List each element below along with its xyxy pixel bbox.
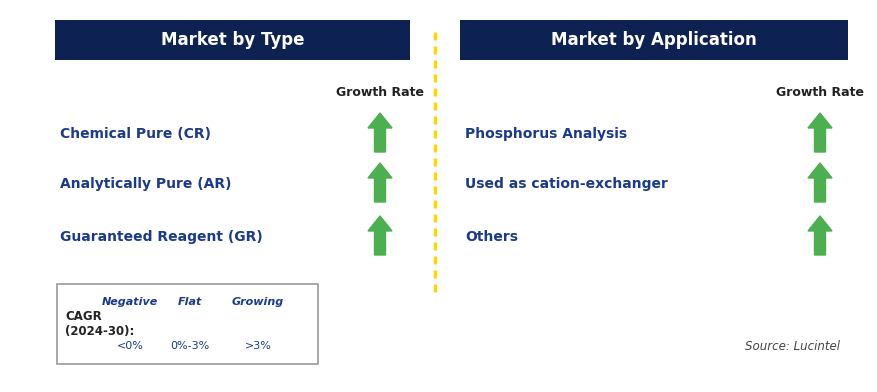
Text: (2024-30):: (2024-30): [65, 325, 134, 339]
Polygon shape [367, 216, 391, 255]
Text: 0%-3%: 0%-3% [170, 341, 210, 351]
FancyBboxPatch shape [55, 20, 410, 60]
Polygon shape [288, 307, 308, 338]
Text: Others: Others [465, 230, 517, 244]
Text: Market by Type: Market by Type [160, 31, 304, 49]
Text: Analytically Pure (AR): Analytically Pure (AR) [60, 177, 232, 191]
Text: CAGR: CAGR [65, 310, 102, 323]
Text: >3%: >3% [245, 341, 271, 351]
Text: Negative: Negative [102, 297, 158, 307]
Text: Used as cation-exchanger: Used as cation-exchanger [465, 177, 667, 191]
Text: Phosphorus Analysis: Phosphorus Analysis [465, 127, 626, 141]
Text: Flat: Flat [178, 297, 202, 307]
Polygon shape [367, 113, 391, 152]
Polygon shape [807, 163, 831, 202]
Text: Chemical Pure (CR): Chemical Pure (CR) [60, 127, 210, 141]
Text: Guaranteed Reagent (GR): Guaranteed Reagent (GR) [60, 230, 262, 244]
Polygon shape [367, 163, 391, 202]
Polygon shape [152, 308, 172, 339]
Text: <0%: <0% [117, 341, 143, 351]
Polygon shape [807, 216, 831, 255]
FancyBboxPatch shape [57, 284, 317, 364]
Text: Growing: Growing [232, 297, 284, 307]
Text: Source: Lucintel: Source: Lucintel [745, 341, 839, 354]
Text: Growth Rate: Growth Rate [336, 85, 424, 98]
Text: Growth Rate: Growth Rate [775, 85, 863, 98]
Polygon shape [807, 113, 831, 152]
FancyBboxPatch shape [460, 20, 847, 60]
Polygon shape [205, 317, 239, 335]
Text: Market by Application: Market by Application [551, 31, 756, 49]
